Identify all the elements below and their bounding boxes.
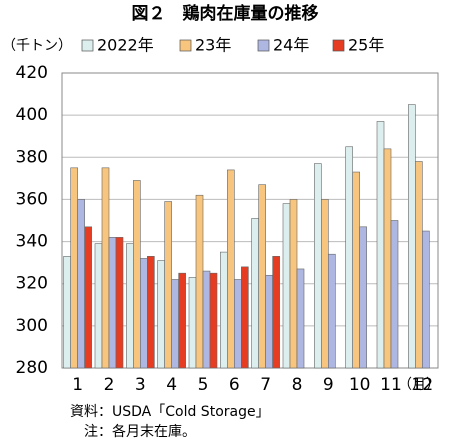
x-tick-label: 4 bbox=[166, 375, 177, 395]
bar bbox=[359, 226, 367, 369]
x-tick-label: 7 bbox=[260, 375, 271, 395]
bar bbox=[296, 268, 305, 369]
x-tick-label: 6 bbox=[229, 375, 240, 395]
bar bbox=[289, 199, 298, 369]
x-tick-label: 8 bbox=[292, 375, 303, 395]
bar bbox=[77, 199, 85, 369]
bar bbox=[140, 258, 148, 369]
plot-border bbox=[61, 72, 439, 369]
y-tick-label: 420 bbox=[16, 63, 48, 83]
bar bbox=[108, 237, 117, 369]
x-tick-label: 3 bbox=[135, 375, 146, 395]
bar bbox=[265, 274, 273, 369]
y-tick-label: 320 bbox=[16, 274, 48, 294]
x-tick-label: 1 bbox=[72, 375, 83, 395]
bar bbox=[408, 104, 416, 369]
bar bbox=[234, 279, 242, 369]
bar bbox=[157, 260, 165, 369]
bar bbox=[178, 272, 186, 369]
note: 資料：USDA「Cold Storage」 bbox=[70, 404, 270, 420]
bar bbox=[422, 230, 430, 369]
bar bbox=[282, 203, 291, 369]
chart-title: 図２ 鶏肉在庫量の推移 bbox=[132, 3, 319, 24]
bar bbox=[314, 163, 322, 369]
bar bbox=[415, 161, 423, 369]
y-axis-label: （千トン） bbox=[2, 38, 72, 54]
bar bbox=[195, 194, 204, 369]
bar bbox=[328, 253, 336, 369]
bar bbox=[171, 279, 179, 369]
bar bbox=[188, 277, 197, 369]
bar bbox=[164, 201, 172, 369]
y-tick-label: 280 bbox=[16, 358, 48, 378]
bar bbox=[258, 184, 266, 369]
legend-swatch bbox=[332, 39, 345, 52]
x-tick-label: 10 bbox=[349, 375, 371, 395]
bar bbox=[251, 218, 259, 369]
x-tick-label: 9 bbox=[323, 375, 334, 395]
bar bbox=[101, 167, 110, 369]
x-tick-label: 12 bbox=[412, 375, 434, 395]
legend-swatch bbox=[179, 39, 192, 52]
bar bbox=[352, 171, 360, 369]
legend-swatch bbox=[81, 39, 94, 52]
legend-label: 24年 bbox=[273, 36, 309, 55]
bar bbox=[390, 220, 399, 369]
bar bbox=[227, 169, 235, 369]
y-tick-label: 300 bbox=[16, 316, 48, 336]
bar bbox=[241, 266, 249, 369]
bar bbox=[94, 243, 103, 369]
bar bbox=[70, 167, 78, 369]
bar bbox=[345, 146, 353, 369]
bar bbox=[376, 121, 385, 369]
note: 注：各月末在庫。 bbox=[84, 423, 196, 440]
legend-label: 23年 bbox=[195, 36, 231, 55]
bar bbox=[383, 148, 392, 369]
legend-label: 2022年 bbox=[97, 36, 154, 55]
bar bbox=[115, 237, 124, 369]
bar bbox=[147, 256, 155, 369]
x-tick-label: 11 bbox=[380, 375, 402, 395]
bar bbox=[220, 251, 228, 369]
bar bbox=[202, 270, 211, 369]
x-tick-label: 5 bbox=[198, 375, 209, 395]
bar bbox=[126, 243, 134, 369]
y-tick-label: 380 bbox=[16, 147, 48, 167]
y-tick-label: 400 bbox=[16, 105, 48, 125]
x-axis-label: （月） bbox=[398, 377, 440, 393]
bar bbox=[321, 199, 329, 369]
bar bbox=[63, 256, 71, 369]
bar bbox=[209, 272, 218, 369]
x-tick-label: 2 bbox=[104, 375, 115, 395]
y-tick-label: 360 bbox=[16, 189, 48, 209]
bar bbox=[272, 256, 280, 369]
bar bbox=[84, 226, 92, 369]
legend-swatch bbox=[257, 39, 270, 52]
y-tick-label: 340 bbox=[16, 232, 48, 252]
legend-label: 25年 bbox=[348, 36, 384, 55]
bar bbox=[133, 180, 141, 369]
